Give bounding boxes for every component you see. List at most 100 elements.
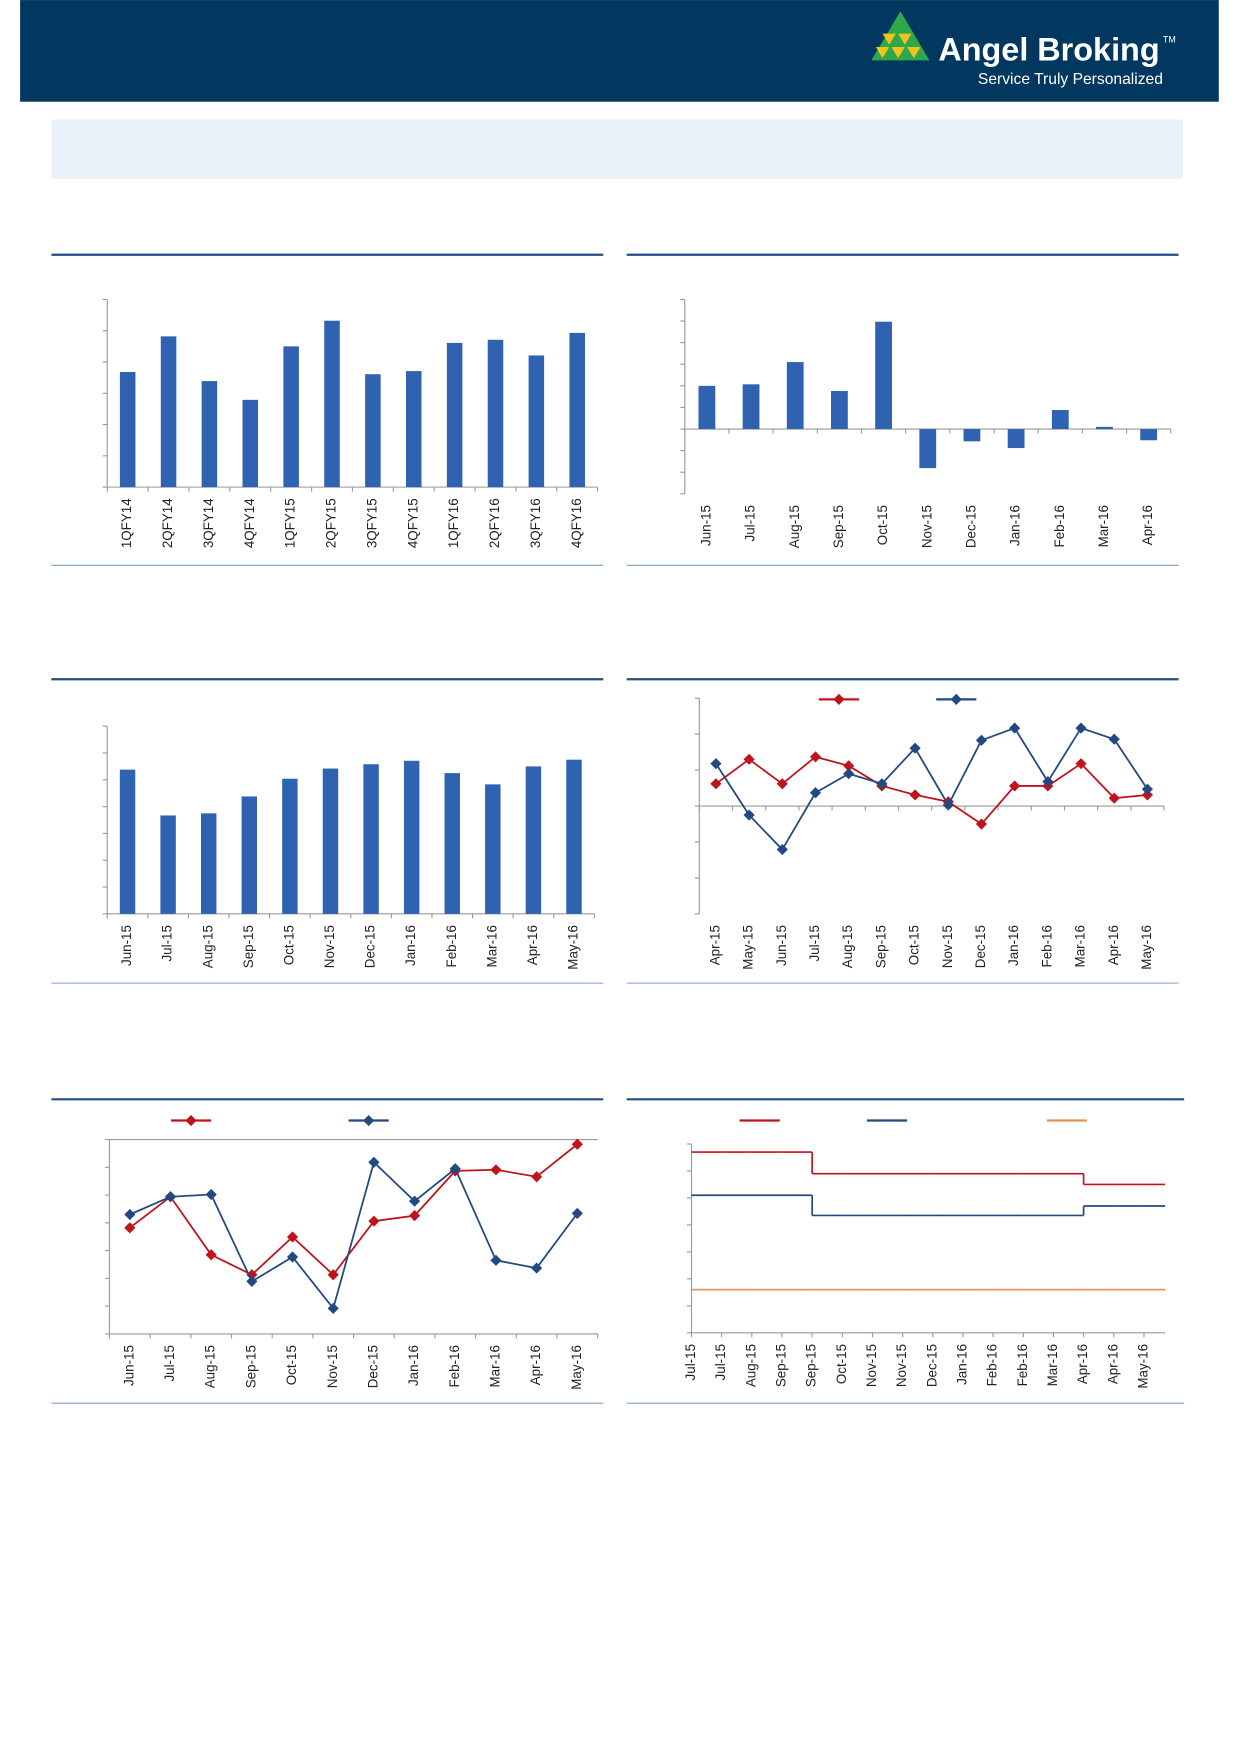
x-tick-label: 3QFY14 — [201, 498, 216, 548]
x-tick-label: Mar-16 — [488, 1345, 503, 1387]
x-tick-label: Mar-16 — [1096, 505, 1111, 547]
legend-marker — [950, 693, 962, 705]
x-tick-label: May-16 — [1135, 1344, 1150, 1389]
point — [490, 1254, 502, 1266]
point — [743, 809, 755, 821]
bar — [963, 429, 981, 442]
x-tick-label: Jan-16 — [1008, 505, 1023, 546]
x-tick-label: Dec-15 — [963, 505, 978, 548]
x-tick-label: Dec-15 — [365, 1345, 380, 1388]
point — [809, 787, 822, 799]
x-tick-label: Jan-16 — [403, 925, 418, 966]
logo-dot — [882, 33, 896, 45]
x-tick-label: Jul-15 — [807, 925, 822, 961]
x-tick-label: Aug-15 — [840, 925, 855, 968]
point — [571, 1138, 583, 1150]
x-tick-label: 1QFY14 — [119, 498, 134, 548]
x-tick-label: 3QFY15 — [364, 498, 379, 548]
x-tick-label: 1QFY15 — [283, 498, 298, 548]
brand-name: Angel Broking — [938, 31, 1159, 67]
legend-marker — [363, 1114, 375, 1127]
bar — [742, 384, 760, 430]
x-tick-label: 2QFY14 — [160, 498, 175, 548]
bar — [786, 362, 804, 430]
x-tick-label: 4QFY16 — [569, 498, 584, 548]
x-tick-label: Jun-15 — [698, 505, 713, 546]
bar — [119, 769, 136, 914]
x-tick-label: Apr-15 — [707, 925, 722, 965]
x-tick-label: Aug-15 — [787, 505, 802, 548]
x-tick-label: May-16 — [1139, 925, 1154, 970]
point — [776, 778, 788, 790]
x-tick-label: Sep-15 — [241, 925, 256, 968]
x-tick-label: Nov-15 — [919, 505, 934, 548]
chart: Jul-15 Jul-15 Aug-15 Sep-15 Sep-15 Oct-15 Nov-… — [626, 1098, 1185, 1404]
chart: Apr-15 May-15 Jun-15 Jul-15 Aug-15 Sep-15 Oct-… — [626, 678, 1179, 984]
point — [327, 1269, 339, 1281]
trademark: TM — [1163, 35, 1176, 45]
header-band — [20, 0, 1219, 102]
x-tick-label: Sep-15 — [774, 1344, 789, 1387]
x-tick-label: Feb-16 — [1052, 505, 1067, 547]
x-tick-label: Dec-15 — [363, 925, 378, 968]
chart: Jun-15 Jul-15 Aug-15 Sep-15 Oct-15 Nov-15 Dec-… — [626, 253, 1179, 566]
x-tick-label: Dec-15 — [924, 1344, 939, 1387]
x-tick-label: Nov-15 — [325, 1345, 340, 1388]
point — [1009, 722, 1021, 734]
bar — [363, 764, 379, 914]
x-tick-label: Aug-15 — [200, 925, 215, 968]
bar — [1007, 429, 1025, 449]
x-tick-label: Oct-15 — [875, 505, 890, 545]
series-line — [129, 1160, 579, 1311]
point — [1141, 789, 1154, 801]
logo-dot — [898, 33, 912, 45]
legend-marker — [833, 693, 845, 705]
x-tick-label: Nov-15 — [864, 1344, 879, 1387]
x-tick-label: Oct-15 — [284, 1345, 299, 1385]
point — [809, 751, 822, 763]
bar — [919, 429, 937, 469]
point — [843, 768, 855, 780]
x-tick-label: Sep-15 — [804, 1344, 819, 1387]
x-tick-label: Jun-15 — [774, 925, 789, 966]
x-tick-label: Oct-15 — [834, 1344, 849, 1384]
point — [776, 843, 788, 856]
logo — [871, 11, 930, 61]
x-tick-label: Mar-16 — [1073, 925, 1088, 967]
bar — [201, 381, 218, 488]
x-tick-label: Jul-15 — [683, 1344, 698, 1380]
x-tick-label: Apr-16 — [1140, 505, 1155, 545]
point — [246, 1275, 258, 1288]
x-tick-label: Nov-15 — [940, 925, 955, 968]
x-tick-label: May-16 — [566, 925, 581, 970]
point — [909, 742, 921, 754]
point — [1009, 780, 1021, 792]
x-tick-label: Feb-16 — [1015, 1344, 1030, 1386]
x-tick-label: Jul-15 — [713, 1344, 728, 1380]
logo-dot — [907, 46, 921, 59]
x-tick-label: Sep-15 — [873, 925, 888, 968]
x-tick-label: 1QFY16 — [446, 498, 461, 548]
bar — [282, 778, 298, 914]
bar — [525, 766, 542, 914]
bar — [566, 759, 582, 914]
point — [571, 1207, 583, 1219]
point — [743, 753, 755, 765]
series-line — [715, 726, 1149, 852]
bar — [201, 813, 217, 914]
point — [909, 789, 921, 801]
x-tick-label: Apr-16 — [1075, 1344, 1090, 1384]
x-tick-label: 2QFY16 — [487, 498, 502, 548]
point — [975, 734, 988, 746]
chart: 1QFY14 2QFY14 3QFY14 4QFY14 1QFY15 2QFY15 3QFY… — [51, 253, 604, 566]
x-tick-label: Feb-16 — [985, 1344, 1000, 1386]
bar — [160, 336, 177, 488]
x-tick-label: 2QFY15 — [324, 498, 339, 548]
point — [710, 758, 722, 770]
point — [876, 778, 888, 790]
point — [1141, 783, 1154, 795]
x-tick-label: Feb-16 — [444, 925, 459, 967]
x-tick-label: Jul-15 — [743, 505, 758, 541]
bar — [1051, 410, 1069, 430]
x-tick-label: May-16 — [569, 1345, 584, 1390]
